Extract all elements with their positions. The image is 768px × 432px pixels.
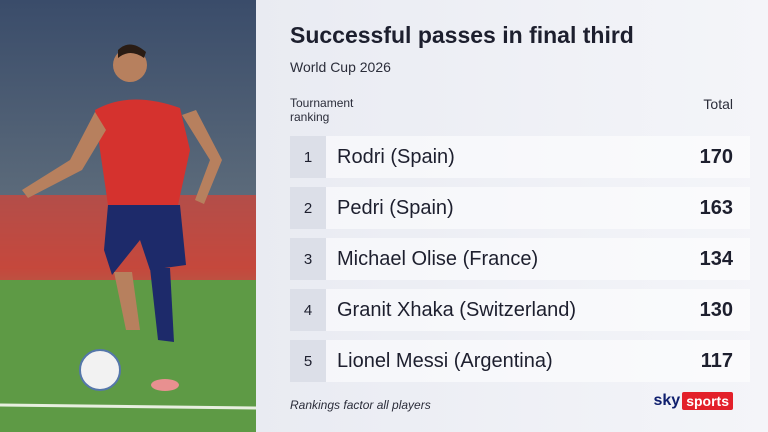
logo-text: sky [653, 392, 681, 409]
player-arm [22, 112, 106, 198]
player-name: Lionel Messi (Argentina) [337, 350, 553, 372]
player-leg [114, 272, 140, 330]
player-name: Granit Xhaka (Switzerland) [337, 299, 576, 321]
table-row: 5 Lionel Messi (Argentina) 117 [290, 340, 750, 382]
player-head [113, 48, 147, 82]
column-header: Total [703, 96, 733, 112]
pitch-line [0, 403, 256, 410]
rank-cell: 4 [290, 289, 326, 331]
player-photo [0, 0, 256, 432]
table-row: 3 Michael Olise (France) 134 [290, 238, 750, 280]
ball [79, 349, 121, 391]
column-header: Tournament ranking [290, 96, 354, 124]
player-boot [151, 379, 179, 391]
rank-cell: 3 [290, 238, 326, 280]
footnote: Rankings factor all players [290, 398, 431, 412]
player-name: Rodri (Spain) [337, 146, 455, 168]
player-name: Pedri (Spain) [337, 197, 454, 219]
total-value: 117 [700, 350, 733, 372]
player-name: Michael Olise (France) [337, 248, 539, 270]
player-hair [118, 44, 146, 58]
title: Successful passes in final third [290, 22, 634, 48]
rank-cell: 2 [290, 187, 326, 229]
table-row: 4 Granit Xhaka (Switzerland) 130 [290, 289, 750, 331]
table-row: 1 Rodri (Spain) 170 [290, 136, 750, 178]
total-value: 130 [699, 299, 733, 321]
rank-cell: 5 [290, 340, 326, 382]
total-value: 134 [699, 248, 733, 270]
total-value: 163 [699, 197, 733, 219]
total-value: 170 [699, 146, 733, 168]
player-shirt [95, 99, 190, 205]
player-sock [150, 268, 174, 342]
player-shorts [104, 205, 186, 275]
rank-cell: 1 [290, 136, 326, 178]
table-row: 2 Pedri (Spain) 163 [290, 187, 750, 229]
panel: Successful passes in final third World C… [256, 0, 768, 432]
subtitle: World Cup 2026 [290, 59, 391, 75]
logo: sky sports [653, 392, 733, 410]
player-arm [182, 110, 222, 204]
logo-text: sports [682, 392, 733, 410]
